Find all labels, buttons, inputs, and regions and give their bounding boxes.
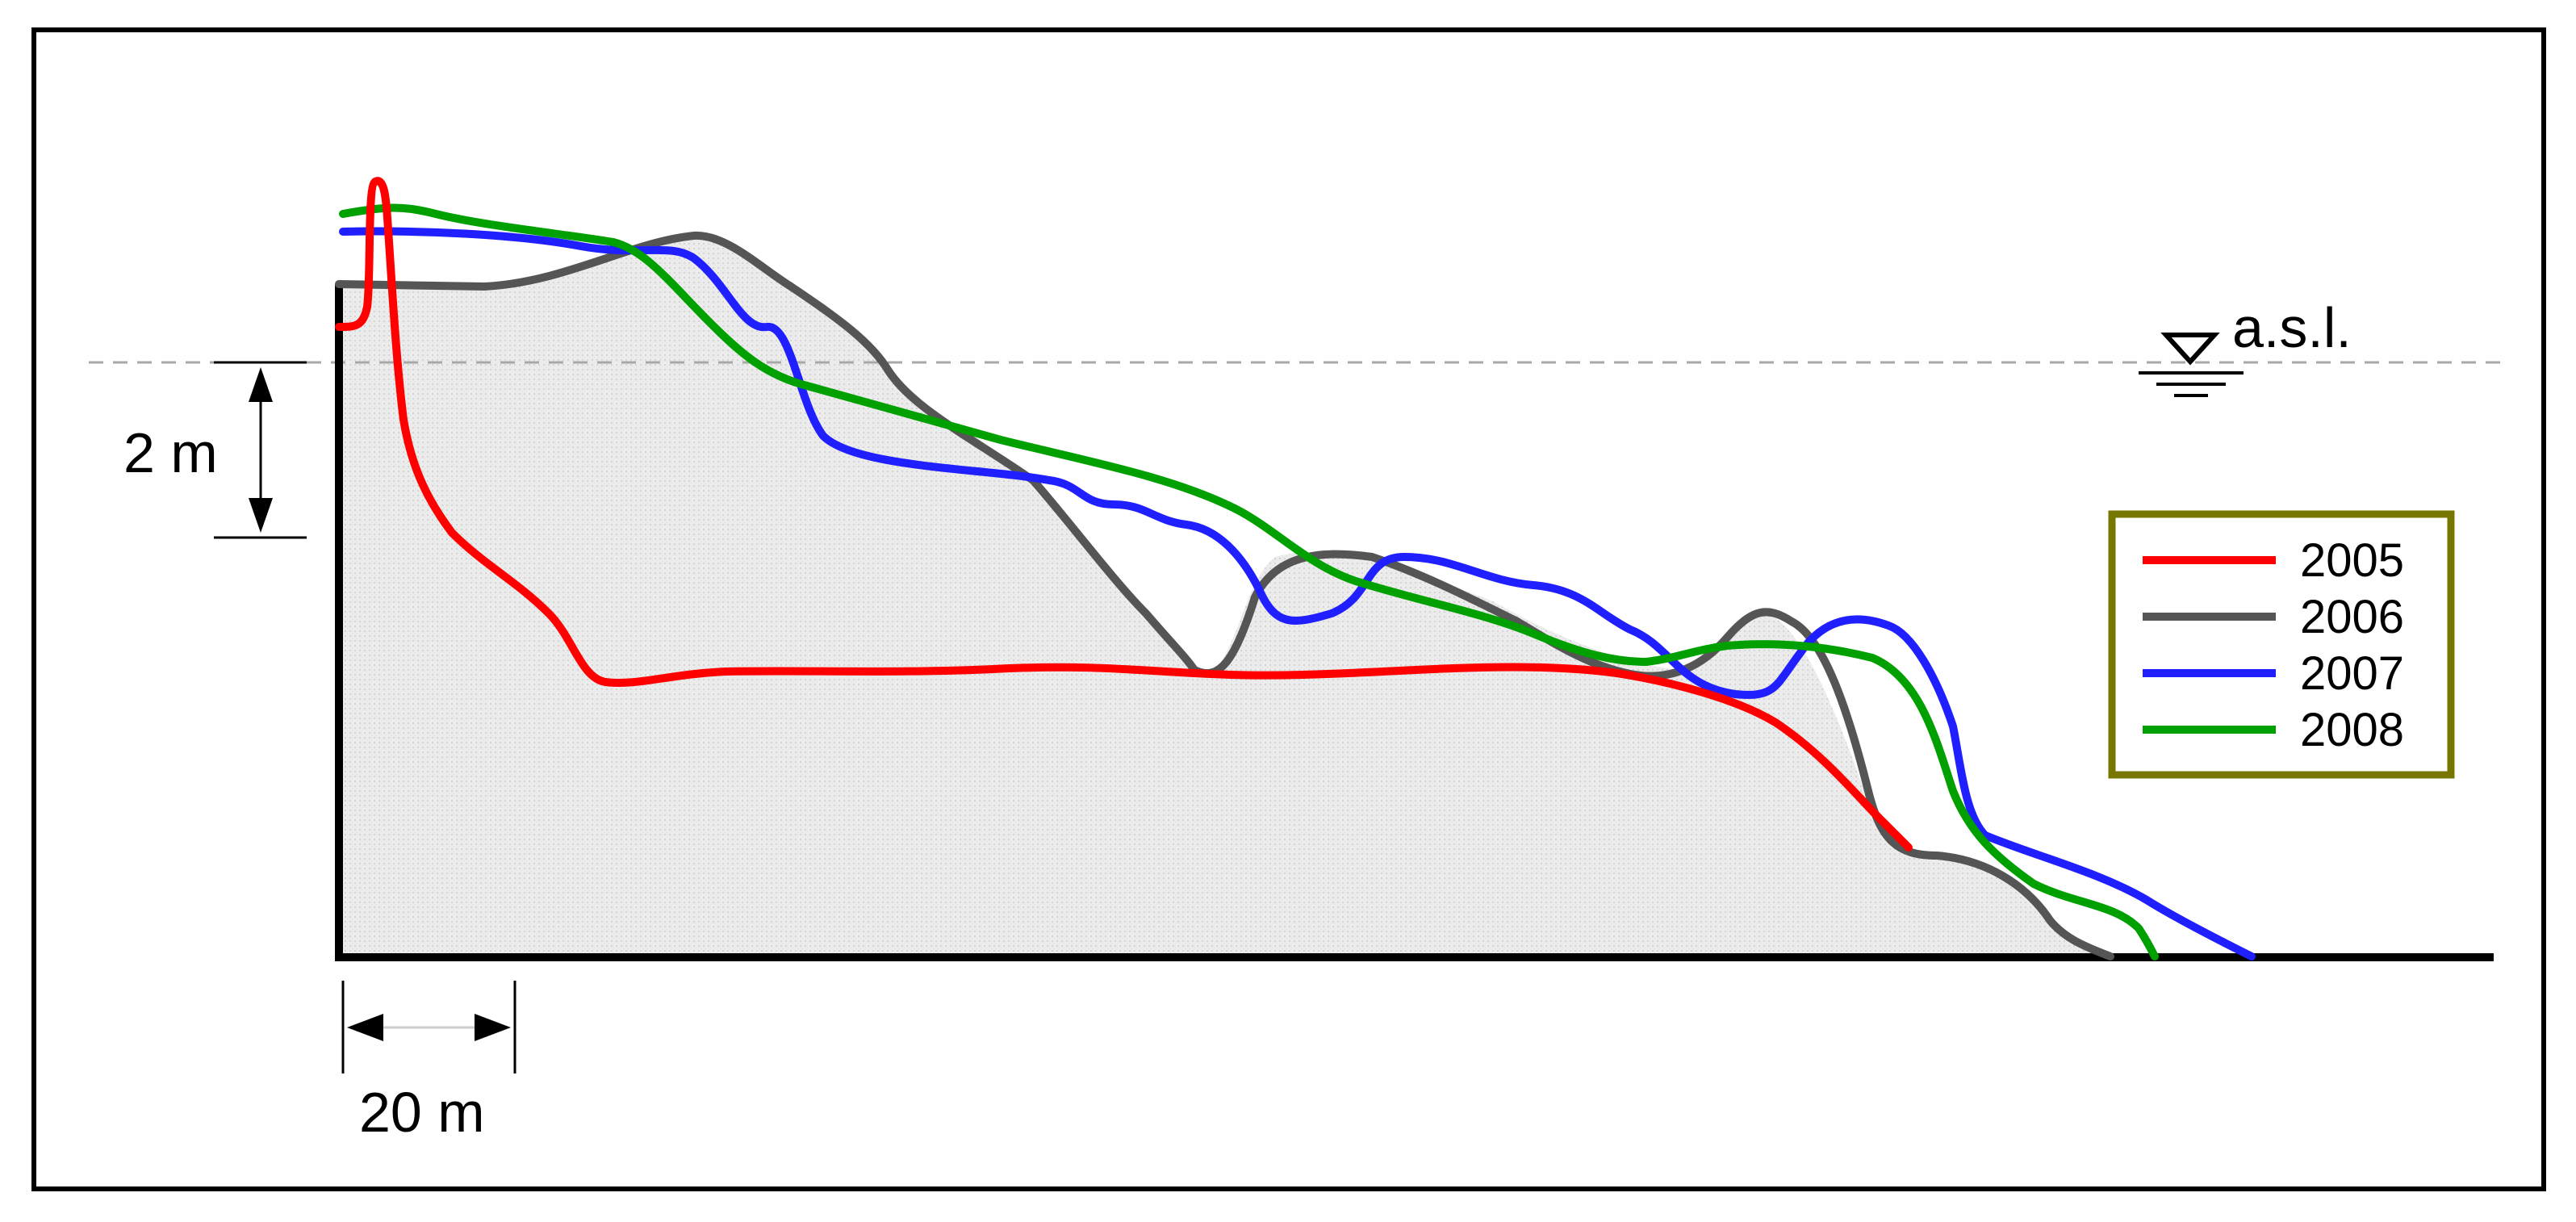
water-level-symbol	[2139, 333, 2244, 397]
horizontal-scale-bar	[341, 981, 516, 1073]
water-level-label: a.s.l.	[2232, 296, 2352, 359]
legend-label-2005: 2005	[2300, 534, 2404, 587]
profile-2005	[335, 177, 1913, 852]
profile-2006	[335, 231, 2114, 960]
profile-baseline	[335, 284, 2494, 961]
profile-2007	[339, 227, 2256, 960]
profile-2008	[339, 203, 2159, 960]
vertical-scale-bar	[214, 361, 307, 539]
legend-label-2007: 2007	[2300, 647, 2404, 700]
vertical-scale-label: 2 m	[123, 421, 218, 484]
legend-label-2006: 2006	[2300, 591, 2404, 643]
legend: 2005 2006 2007 2008	[2108, 510, 2455, 779]
legend-label-2008: 2008	[2300, 704, 2404, 756]
horizontal-scale-label: 20 m	[359, 1081, 485, 1144]
terrain-fill	[339, 235, 2106, 956]
